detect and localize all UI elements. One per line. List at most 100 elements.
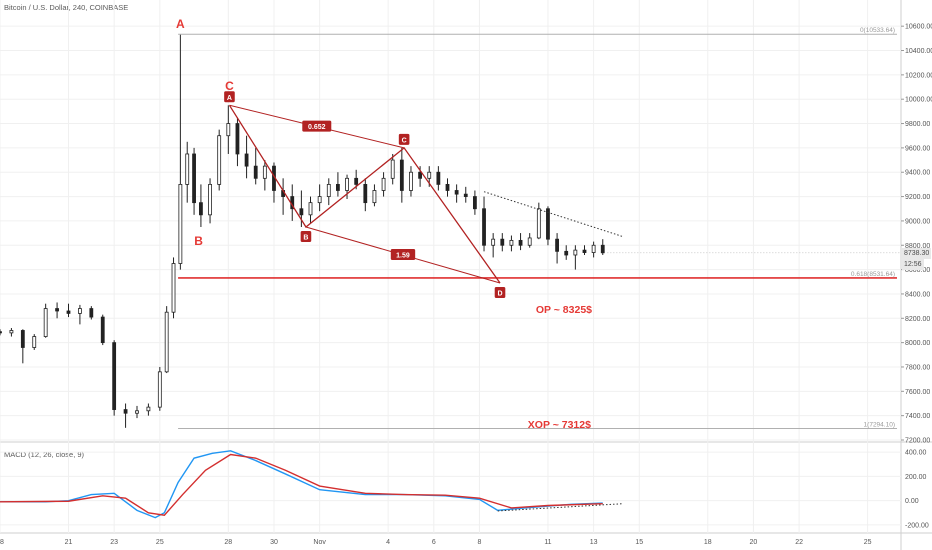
fib-label: 0.618(8531.64) [851,271,895,278]
candle-body [336,183,340,191]
candle-body [436,171,441,185]
candle-body [582,249,587,253]
ratio-ac-label-bg [302,120,332,132]
fib-levels: 0(10533.64) 0.618(8531.64) 1(7294.10) [178,27,897,430]
candle-body [546,208,550,240]
annotations: A B C OP ~ 8325$ XOP ~ 7312$ [176,17,592,431]
candle-body [299,208,304,216]
candle-body [164,311,169,373]
price-tick-label: 10000.00 [905,97,932,104]
candle-body [326,183,331,197]
candle-body [399,159,404,191]
candle-body [363,183,368,204]
time-tick-label: 20 [750,539,758,546]
candle-body [509,239,514,246]
price-tick-label: 9600.00 [905,145,930,152]
candle-body [600,244,605,254]
annotation-b: B [194,234,203,248]
candle-body [157,371,162,408]
time-tick-label: 22 [795,539,803,546]
candle-body [536,208,541,239]
annotation-op: OP ~ 8325$ [536,304,592,316]
time-tick-label: 13 [590,539,598,546]
ratio-bd-label-bg [390,248,416,260]
price-tick-label: 8000.00 [905,340,930,347]
candle-body [43,308,48,337]
candle-body [226,123,231,137]
price-tick-label: 8600.00 [905,267,930,274]
time-tick-label: 21 [65,539,73,546]
candle-body [253,165,258,179]
candle-body [472,196,477,210]
candle-body [89,308,94,318]
ratio-ac-label: 0.652 [308,124,326,131]
candle-body [32,336,37,348]
candle-body [454,190,459,195]
countdown-tag: 12:56 [902,258,924,270]
candle-body [427,171,432,179]
time-tick-label: 18 [0,539,4,546]
candle-body [390,159,395,179]
pattern-point-A: A [227,95,232,102]
ratio-bd-label: 1.59 [396,252,410,259]
candle-body [100,316,105,344]
pattern-point-D: D [497,290,502,297]
price-tick-label: 9800.00 [905,121,930,128]
macd-line [0,450,603,519]
candles [0,34,605,428]
candle-body [135,410,139,414]
price-tick-label: 10200.00 [905,72,932,79]
pattern-path [228,104,501,284]
candle-body [317,196,322,204]
time-tick-label: 8 [478,539,482,546]
candle-body [463,193,468,197]
pattern-point-C-bg [398,133,410,145]
fib-label: 0(10533.64) [860,27,895,34]
fib-label: 1(7294.10) [864,422,895,429]
macd-title: MACD (12, 26, close, 9) [4,450,85,459]
price-tick-label: 10600.00 [905,24,932,31]
candle-body [20,330,25,348]
time-tick-label: 30 [270,539,278,546]
candle-body [123,409,128,414]
candle-body [482,208,486,246]
current-price-tag: 8738.30 [902,247,932,259]
time-tick-label: 4 [386,539,390,546]
candle-body [244,153,249,167]
candle-body [381,177,386,191]
candle-body [78,308,82,314]
pattern-point-C: C [402,137,407,144]
price-tick-label: 7800.00 [905,364,930,371]
candle-body [0,331,2,334]
pattern-point-A-bg [224,91,235,103]
annotation-xop: XOP ~ 7312$ [528,419,591,431]
candle-body [217,135,222,185]
candle-body [178,183,183,264]
candle-body [112,342,117,410]
candle-body [409,171,413,191]
candle-body [372,190,377,204]
candle-body [345,177,349,191]
dotted-trendline [483,191,624,238]
time-tick-label: 18 [704,539,712,546]
price-tick-label: 9400.00 [905,170,930,177]
candle-body [171,263,176,313]
time-tick-label: 11 [544,539,551,546]
price-tick-label: 8200.00 [905,316,930,323]
chart-title: Bitcoin / U.S. Dollar, 240, COINBASE [4,3,129,12]
harmonic-pattern: A B C D 0.652 1.59 [224,91,624,298]
candle-body [262,165,267,179]
axes: 10600.00 10400.00 10200.00 10000.00 9800.00 9… [0,24,932,546]
annotation-c: C [225,79,234,93]
candle-body [9,330,14,334]
macd-tick-label: 200.00 [905,474,927,481]
price-tick-label: 10400.00 [905,48,932,55]
candle-body [573,249,578,256]
candle-body [591,244,596,253]
candle-body [199,202,203,216]
macd-tick-label: 400.00 [905,450,927,457]
price-tick-label: 8400.00 [905,291,930,298]
candle-body [208,183,212,216]
candle-body [55,308,59,312]
